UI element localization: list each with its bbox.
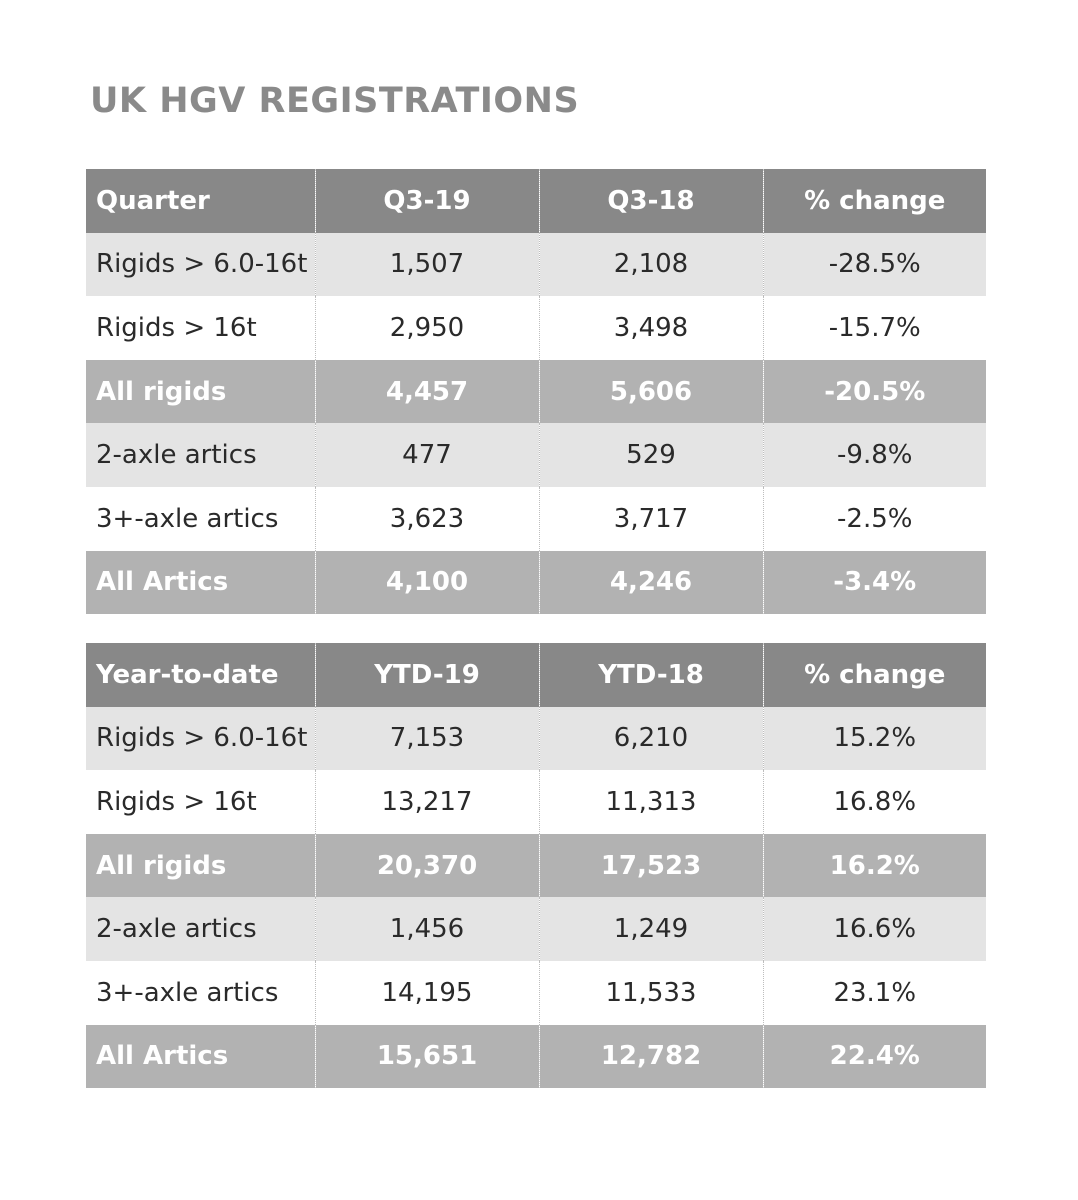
table-cell: 1,249 bbox=[538, 897, 763, 961]
table-cell: -28.5% bbox=[762, 232, 986, 297]
column-header: Year-to-date bbox=[86, 643, 315, 707]
table-cell: 16.2% bbox=[762, 833, 986, 898]
table-cell: 20,370 bbox=[314, 833, 539, 898]
table-cell: -15.7% bbox=[762, 296, 986, 360]
table-cell: 4,100 bbox=[314, 550, 539, 615]
year-to-date-registrations-table: Year-to-date YTD-19 YTD-18 % change Rigi… bbox=[86, 643, 986, 1089]
table-cell: 2,950 bbox=[314, 296, 539, 360]
table-header-row: Quarter Q3-19 Q3-18 % change bbox=[86, 169, 986, 233]
table-cell: 2,108 bbox=[538, 232, 763, 297]
table-cell: 3,498 bbox=[538, 296, 763, 360]
row-label: All rigids bbox=[86, 833, 315, 898]
row-label: Rigids > 16t bbox=[86, 296, 315, 360]
table-cell: 529 bbox=[538, 423, 763, 487]
row-label: 2-axle artics bbox=[86, 423, 315, 487]
table-cell: 16.8% bbox=[762, 770, 986, 834]
table-cell: 17,523 bbox=[538, 833, 763, 898]
table-cell: -20.5% bbox=[762, 359, 986, 424]
column-header: Q3-18 bbox=[538, 169, 763, 233]
column-header: YTD-19 bbox=[314, 643, 539, 707]
table-cell: 11,313 bbox=[538, 770, 763, 834]
table-cell: 4,246 bbox=[538, 550, 763, 615]
table-row: Rigids > 6.0-16t 1,507 2,108 -28.5% bbox=[86, 232, 986, 297]
table-cell: 13,217 bbox=[314, 770, 539, 834]
table-cell: 11,533 bbox=[538, 960, 763, 1025]
table-cell: 3,717 bbox=[538, 486, 763, 551]
total-row: All rigids 20,370 17,523 16.2% bbox=[86, 833, 986, 898]
column-header: % change bbox=[762, 643, 986, 707]
table-cell: 22.4% bbox=[762, 1024, 986, 1089]
table-row: Rigids > 16t 2,950 3,498 -15.7% bbox=[86, 296, 986, 360]
column-header: Q3-19 bbox=[314, 169, 539, 233]
table-cell: 5,606 bbox=[538, 359, 763, 424]
row-label: Rigids > 16t bbox=[86, 770, 315, 834]
table-row: 3+-axle artics 14,195 11,533 23.1% bbox=[86, 960, 986, 1025]
table-cell: 3,623 bbox=[314, 486, 539, 551]
table-header-row: Year-to-date YTD-19 YTD-18 % change bbox=[86, 643, 986, 707]
table-row: Rigids > 6.0-16t 7,153 6,210 15.2% bbox=[86, 706, 986, 771]
table-cell: 1,507 bbox=[314, 232, 539, 297]
column-header: % change bbox=[762, 169, 986, 233]
table-cell: 15,651 bbox=[314, 1024, 539, 1089]
table-cell: -9.8% bbox=[762, 423, 986, 487]
table-cell: 1,456 bbox=[314, 897, 539, 961]
row-label: Rigids > 6.0-16t bbox=[86, 706, 315, 771]
total-row: All Artics 15,651 12,782 22.4% bbox=[86, 1024, 986, 1089]
table-row: 3+-axle artics 3,623 3,717 -2.5% bbox=[86, 486, 986, 551]
row-label: All rigids bbox=[86, 359, 315, 424]
table-cell: 477 bbox=[314, 423, 539, 487]
table-cell: 6,210 bbox=[538, 706, 763, 771]
table-cell: 4,457 bbox=[314, 359, 539, 424]
row-label: 3+-axle artics bbox=[86, 486, 315, 551]
row-label: Rigids > 6.0-16t bbox=[86, 232, 315, 297]
row-label: 3+-axle artics bbox=[86, 960, 315, 1025]
table-row: 2-axle artics 477 529 -9.8% bbox=[86, 423, 986, 487]
page-title: UK HGV REGISTRATIONS bbox=[90, 81, 580, 121]
table-row: 2-axle artics 1,456 1,249 16.6% bbox=[86, 897, 986, 961]
table-cell: 14,195 bbox=[314, 960, 539, 1025]
table-cell: 12,782 bbox=[538, 1024, 763, 1089]
row-label: All Artics bbox=[86, 1024, 315, 1089]
table-cell: 16.6% bbox=[762, 897, 986, 961]
total-row: All rigids 4,457 5,606 -20.5% bbox=[86, 359, 986, 424]
quarter-registrations-table: Quarter Q3-19 Q3-18 % change Rigids > 6.… bbox=[86, 169, 986, 615]
table-cell: 23.1% bbox=[762, 960, 986, 1025]
table-row: Rigids > 16t 13,217 11,313 16.8% bbox=[86, 770, 986, 834]
table-cell: -3.4% bbox=[762, 550, 986, 615]
table-cell: 7,153 bbox=[314, 706, 539, 771]
row-label: 2-axle artics bbox=[86, 897, 315, 961]
row-label: All Artics bbox=[86, 550, 315, 615]
total-row: All Artics 4,100 4,246 -3.4% bbox=[86, 550, 986, 615]
column-header: YTD-18 bbox=[538, 643, 763, 707]
column-header: Quarter bbox=[86, 169, 315, 233]
table-cell: 15.2% bbox=[762, 706, 986, 771]
table-cell: -2.5% bbox=[762, 486, 986, 551]
